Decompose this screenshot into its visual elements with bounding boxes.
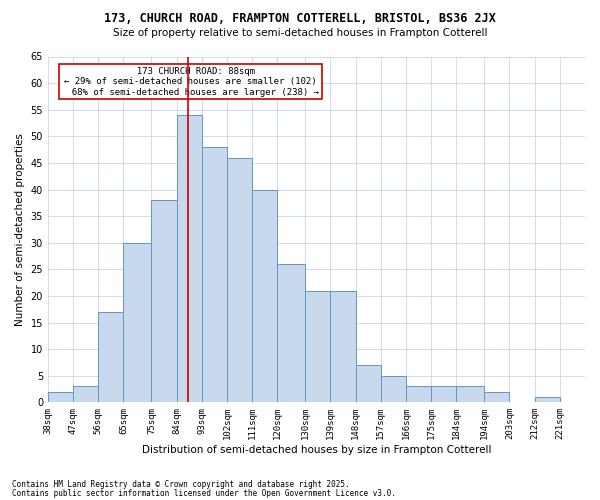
Bar: [202, 147, 227, 403]
Bar: [431, 386, 457, 402]
Text: Size of property relative to semi-detached houses in Frampton Cotterell: Size of property relative to semi-detach…: [113, 28, 487, 38]
Bar: [98, 312, 124, 402]
Bar: [48, 392, 73, 402]
Y-axis label: Number of semi-detached properties: Number of semi-detached properties: [15, 133, 25, 326]
Text: Contains public sector information licensed under the Open Government Licence v3: Contains public sector information licen…: [12, 488, 396, 498]
Bar: [406, 386, 431, 402]
Text: 173, CHURCH ROAD, FRAMPTON COTTERELL, BRISTOL, BS36 2JX: 173, CHURCH ROAD, FRAMPTON COTTERELL, BR…: [104, 12, 496, 26]
Bar: [124, 242, 151, 402]
Bar: [305, 290, 331, 403]
Bar: [227, 158, 252, 402]
Text: Contains HM Land Registry data © Crown copyright and database right 2025.: Contains HM Land Registry data © Crown c…: [12, 480, 350, 489]
Bar: [252, 190, 277, 402]
Bar: [457, 386, 484, 402]
Bar: [151, 200, 176, 402]
Bar: [535, 397, 560, 402]
Text: 173 CHURCH ROAD: 88sqm
← 29% of semi-detached houses are smaller (102)
  68% of : 173 CHURCH ROAD: 88sqm ← 29% of semi-det…: [61, 67, 319, 96]
X-axis label: Distribution of semi-detached houses by size in Frampton Cotterell: Distribution of semi-detached houses by …: [142, 445, 491, 455]
Bar: [73, 386, 98, 402]
Bar: [176, 115, 202, 403]
Bar: [277, 264, 305, 402]
Bar: [356, 365, 381, 403]
Bar: [381, 376, 406, 402]
Bar: [331, 290, 356, 403]
Bar: [484, 392, 509, 402]
